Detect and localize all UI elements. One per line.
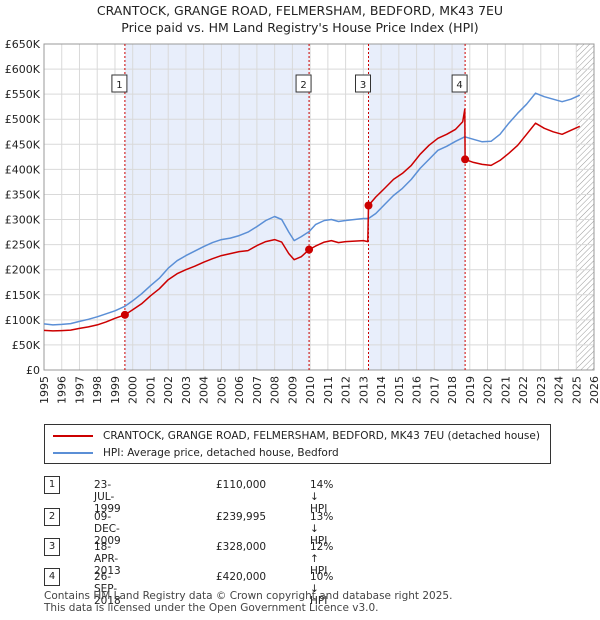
plot-border — [43, 43, 595, 371]
legend: CRANTOCK, GRANGE ROAD, FELMERSHAM, BEDFO… — [44, 424, 551, 464]
x-tick-label: 2003 — [180, 376, 193, 404]
sale-point-1 — [120, 310, 129, 319]
sale-hpi-diff: 12% ↑ HPI — [310, 541, 334, 577]
sale-number: 3 — [44, 538, 60, 556]
x-tick-label: 2004 — [198, 376, 211, 404]
x-tick-label: 2022 — [517, 376, 530, 404]
x-tick-label: 2007 — [251, 376, 264, 404]
sale-price: £239,995 — [216, 511, 267, 523]
price-chart: 1 2 3 4 £0 £50K £100K £150K £200K £250K £300K £350… — [5, 38, 600, 404]
sale-number: 2 — [44, 508, 60, 526]
sale-number-box-4 — [451, 74, 468, 93]
sale-number-label-2: 2 — [300, 80, 306, 91]
x-tick-label: 1996 — [56, 376, 69, 404]
legend-swatch-hpi — [53, 452, 93, 454]
x-tick-label: 2001 — [144, 376, 157, 404]
x-tick-label: 2023 — [535, 376, 548, 404]
legend-item-property: CRANTOCK, GRANGE ROAD, FELMERSHAM, BEDFO… — [53, 428, 540, 444]
sale-number-label-3: 3 — [360, 80, 366, 91]
y-tick-label: £550K — [5, 88, 41, 101]
y-tick-label: £450K — [5, 138, 41, 151]
x-tick-label: 1999 — [109, 376, 122, 404]
x-tick-label: 2011 — [322, 376, 335, 404]
sale-price: £328,000 — [216, 541, 267, 553]
legend-item-hpi: HPI: Average price, detached house, Bedf… — [53, 445, 339, 461]
x-tick-label: 2017 — [428, 376, 441, 404]
sale-number: 4 — [44, 568, 60, 586]
sale-number-label-1: 1 — [116, 80, 122, 91]
y-tick-label: £150K — [5, 289, 41, 302]
x-tick-label: 2014 — [375, 376, 388, 404]
y-tick-label: £200K — [5, 264, 41, 277]
x-tick-label: 2006 — [233, 376, 246, 404]
sale-point-3 — [364, 201, 373, 210]
footer-licence: This data is licensed under the Open Gov… — [44, 602, 379, 614]
sale-point-4 — [461, 155, 470, 164]
forecast-hatch — [576, 44, 594, 370]
x-tick-label: 2019 — [464, 376, 477, 404]
x-tick-label: 2008 — [269, 376, 282, 404]
chart-subtitle: Price paid vs. HM Land Registry's House … — [121, 20, 479, 35]
chart-title: CRANTOCK, GRANGE ROAD, FELMERSHAM, BEDFO… — [96, 3, 504, 18]
x-tick-label: 1998 — [91, 376, 104, 404]
x-tick-label: 2005 — [215, 376, 228, 404]
y-tick-label: £50K — [12, 339, 41, 352]
x-tick-label: 2000 — [127, 376, 140, 404]
sale-period-shade-1 — [124, 44, 310, 370]
footer-copyright: Contains HM Land Registry data © Crown c… — [44, 590, 453, 602]
property-price-line — [43, 108, 581, 332]
x-tick-label: 2016 — [411, 376, 424, 404]
x-tick-label: 1995 — [38, 376, 51, 404]
sale-number: 1 — [44, 476, 60, 494]
y-tick-label: £600K — [5, 63, 41, 76]
y-tick-label: £650K — [5, 38, 41, 51]
sale-hpi-diff: 10% ↓ HPI — [310, 571, 334, 607]
legend-swatch-property — [53, 435, 93, 437]
sale-number-box-2 — [295, 74, 312, 93]
sale-date: 09-DEC-2009 — [94, 511, 121, 547]
y-tick-label: £100K — [5, 314, 41, 327]
sale-number-box-1 — [111, 74, 128, 93]
sale-price: £420,000 — [216, 571, 267, 583]
sale-date: 18-APR-2013 — [94, 541, 121, 577]
sale-hpi-diff: 14% ↓ HPI — [310, 479, 334, 515]
legend-label-property: CRANTOCK, GRANGE ROAD, FELMERSHAM, BEDFO… — [103, 430, 540, 442]
x-tick-label: 2018 — [446, 376, 459, 404]
legend-label-hpi: HPI: Average price, detached house, Bedf… — [103, 447, 339, 459]
x-tick-label: 2010 — [304, 376, 317, 404]
x-tick-label: 2015 — [393, 376, 406, 404]
x-tick-label: 2020 — [482, 376, 495, 404]
x-tick-label: 1997 — [73, 376, 86, 404]
hpi-line — [43, 92, 581, 326]
y-tick-label: £0 — [26, 364, 40, 377]
x-tick-label: 2025 — [570, 376, 583, 404]
y-tick-label: £500K — [5, 113, 41, 126]
sale-number-box-3 — [355, 74, 371, 93]
x-tick-label: 2002 — [162, 376, 175, 404]
sale-point-2 — [305, 245, 314, 254]
sale-hpi-diff: 13% ↓ HPI — [310, 511, 334, 547]
sale-price: £110,000 — [216, 479, 267, 491]
x-tick-label: 2009 — [286, 376, 299, 404]
x-tick-label: 2024 — [553, 376, 566, 404]
y-tick-label: £350K — [5, 188, 41, 201]
y-tick-label: £300K — [5, 214, 41, 227]
x-tick-label: 2026 — [588, 376, 600, 404]
sale-date: 26-SEP-2018 — [94, 571, 121, 607]
x-tick-label: 2012 — [340, 376, 353, 404]
y-tick-label: £400K — [5, 163, 41, 176]
x-tick-label: 2021 — [499, 376, 512, 404]
sale-number-label-4: 4 — [456, 80, 462, 91]
sale-date: 23-JUL-1999 — [94, 479, 121, 515]
y-tick-label: £250K — [5, 239, 41, 252]
x-tick-label: 2013 — [357, 376, 370, 404]
